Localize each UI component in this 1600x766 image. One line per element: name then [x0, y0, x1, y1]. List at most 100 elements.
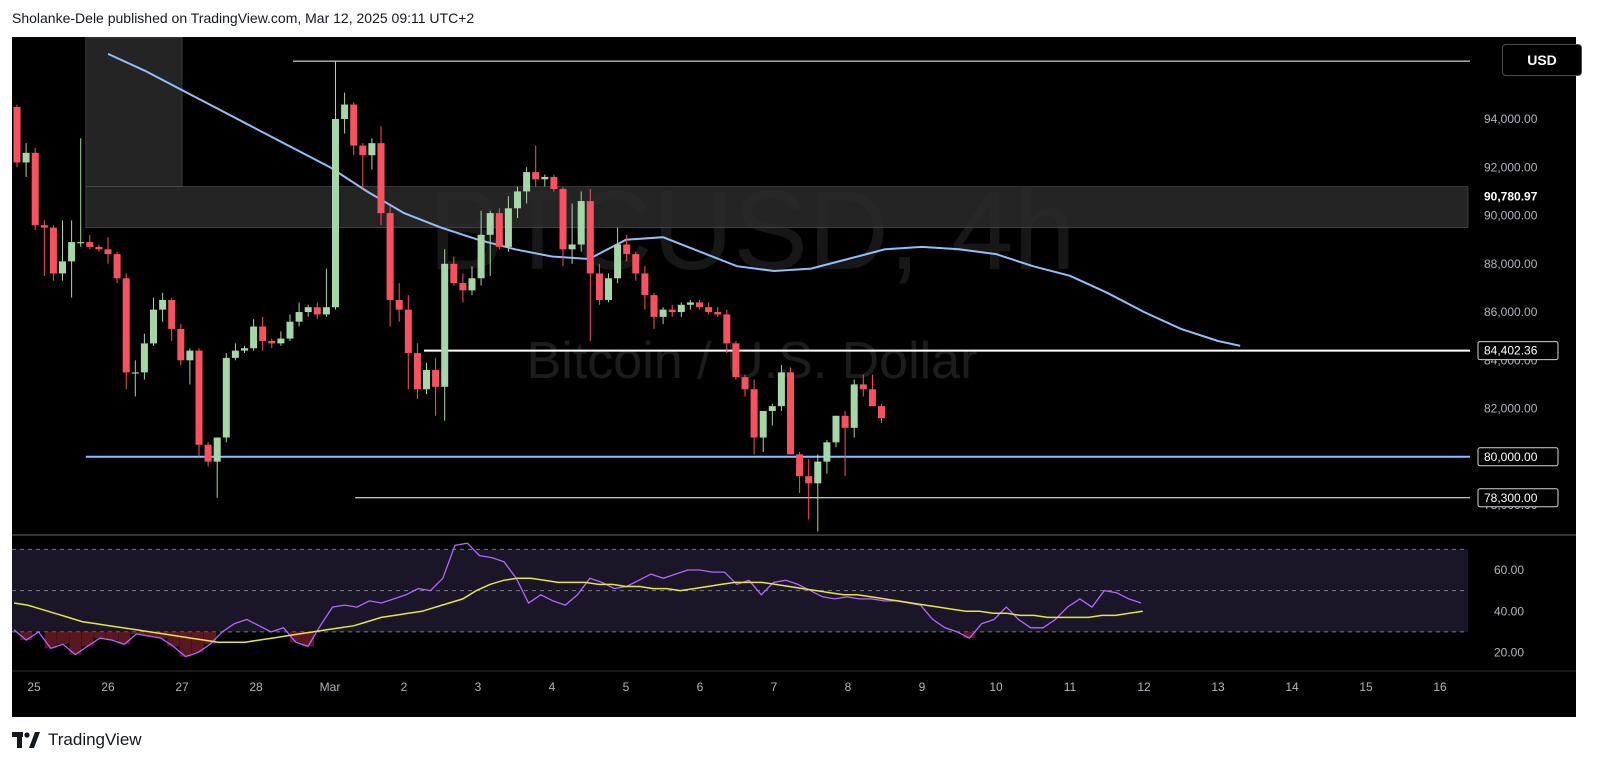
candle-body: [641, 273, 649, 296]
candle-body: [368, 143, 376, 156]
candle-body: [159, 299, 167, 310]
price-tick-label: 94,000.00: [1484, 112, 1538, 126]
candle-body: [577, 201, 585, 245]
candle-body: [168, 299, 176, 329]
candle-body: [441, 263, 449, 387]
chart-frame[interactable]: BTCUSD, 4h Bitcoin / U.S. Dollar 94,000.…: [12, 37, 1576, 717]
moving-average-line: [107, 52, 1241, 347]
candle-body: [732, 343, 740, 378]
price-zone: [85, 37, 183, 187]
watermark-description: Bitcoin / U.S. Dollar: [527, 332, 978, 390]
candle-body: [659, 309, 667, 317]
currency-button[interactable]: USD: [1502, 44, 1582, 76]
candle-body: [131, 372, 139, 374]
candle-body: [395, 299, 403, 310]
candle-body: [787, 372, 794, 455]
time-tick-label: Mar: [320, 680, 341, 694]
price-label: 78,300.00: [1484, 491, 1538, 505]
candle-body: [723, 314, 731, 344]
candles: [13, 61, 885, 532]
candle-body: [195, 350, 203, 445]
candle-body: [532, 172, 540, 180]
time-tick-label: 6: [697, 680, 704, 694]
time-tick-label: 13: [1211, 680, 1225, 694]
price-tick-label: 86,000.00: [1484, 305, 1538, 319]
candle-body: [386, 213, 394, 300]
candle-body: [59, 261, 66, 274]
candle-body: [495, 213, 503, 247]
time-tick-label: 15: [1359, 680, 1373, 694]
chart-canvas[interactable]: BTCUSD, 4h Bitcoin / U.S. Dollar 94,000.…: [12, 37, 1576, 717]
candle-body: [841, 415, 849, 428]
candle-body: [714, 312, 722, 315]
candle-body: [614, 244, 622, 279]
price-labels: 90,780.97 84,402.36 80,000.00 78,300.00: [1477, 190, 1559, 508]
price-label: 84,402.36: [1484, 344, 1538, 358]
candle-body: [850, 384, 858, 428]
candle-body: [677, 304, 685, 313]
price-label: 90,780.97: [1484, 190, 1538, 204]
price-tick-label: 92,000.00: [1484, 160, 1538, 174]
candle-body: [404, 309, 412, 354]
candle-body: [86, 242, 94, 247]
price-tick-label: 88,000.00: [1484, 257, 1538, 271]
candle-body: [377, 143, 385, 214]
time-tick-label: 11: [1064, 680, 1077, 694]
candle-body: [268, 340, 276, 344]
candle-body: [823, 442, 831, 462]
candle-body: [859, 384, 867, 390]
candle-body: [250, 326, 258, 349]
price-tick-label: 82,000.00: [1484, 402, 1538, 416]
time-tick-label: 9: [919, 680, 926, 694]
price-label-box: [1477, 341, 1559, 361]
price-tick-label: 90,000.00: [1484, 209, 1538, 223]
candle-body: [68, 242, 76, 262]
candle-body: [313, 307, 321, 315]
candle-body: [350, 104, 358, 146]
candle-body: [49, 227, 57, 274]
candle-body: [586, 201, 594, 274]
candle-body: [550, 176, 558, 189]
time-tick-label: 14: [1285, 680, 1299, 694]
candle-body: [768, 406, 776, 411]
zones: [85, 37, 1469, 228]
price-label-box: [1477, 488, 1559, 508]
candle-body: [31, 152, 39, 226]
price-label-box: [1477, 447, 1559, 467]
candle-body: [432, 369, 440, 387]
rsi-ma-line: [13, 577, 1143, 643]
candle-body: [741, 377, 749, 390]
candle-body: [504, 208, 512, 247]
candle-body: [486, 213, 494, 235]
candle-body: [332, 119, 339, 308]
candle-body: [13, 106, 21, 163]
horizontal-levels: [85, 60, 1470, 499]
footer: TradingView: [12, 730, 142, 750]
candle-body: [140, 343, 148, 373]
candle-body: [95, 246, 103, 250]
candle-body: [222, 357, 230, 438]
rsi-tick-label: 40.00: [1494, 604, 1524, 618]
time-tick-label: 26: [101, 680, 115, 694]
candle-body: [241, 348, 248, 351]
price-zone: [85, 186, 1469, 228]
time-tick-label: 7: [771, 680, 778, 694]
candle-body: [523, 172, 531, 192]
candle-body: [705, 307, 713, 313]
candle-body: [177, 328, 185, 361]
candle-body: [459, 283, 467, 291]
candle-body: [40, 225, 48, 228]
rsi-tick-label: 20.00: [1494, 646, 1524, 660]
time-axis: 25 26 27 28 Mar 2 3 4 5 6 7 8 9 10 11 12 13 14 15 16: [12, 670, 1576, 694]
time-tick-label: 25: [27, 680, 41, 694]
candle-body: [632, 254, 640, 274]
candle-body: [668, 309, 676, 313]
candle-body: [777, 372, 785, 407]
time-tick-label: 12: [1137, 680, 1151, 694]
candle-body: [22, 152, 30, 163]
candle-body: [650, 295, 658, 317]
candle-body: [814, 461, 822, 484]
time-tick-label: 8: [845, 680, 852, 694]
candle-body: [595, 273, 603, 300]
candle-body: [231, 350, 239, 358]
